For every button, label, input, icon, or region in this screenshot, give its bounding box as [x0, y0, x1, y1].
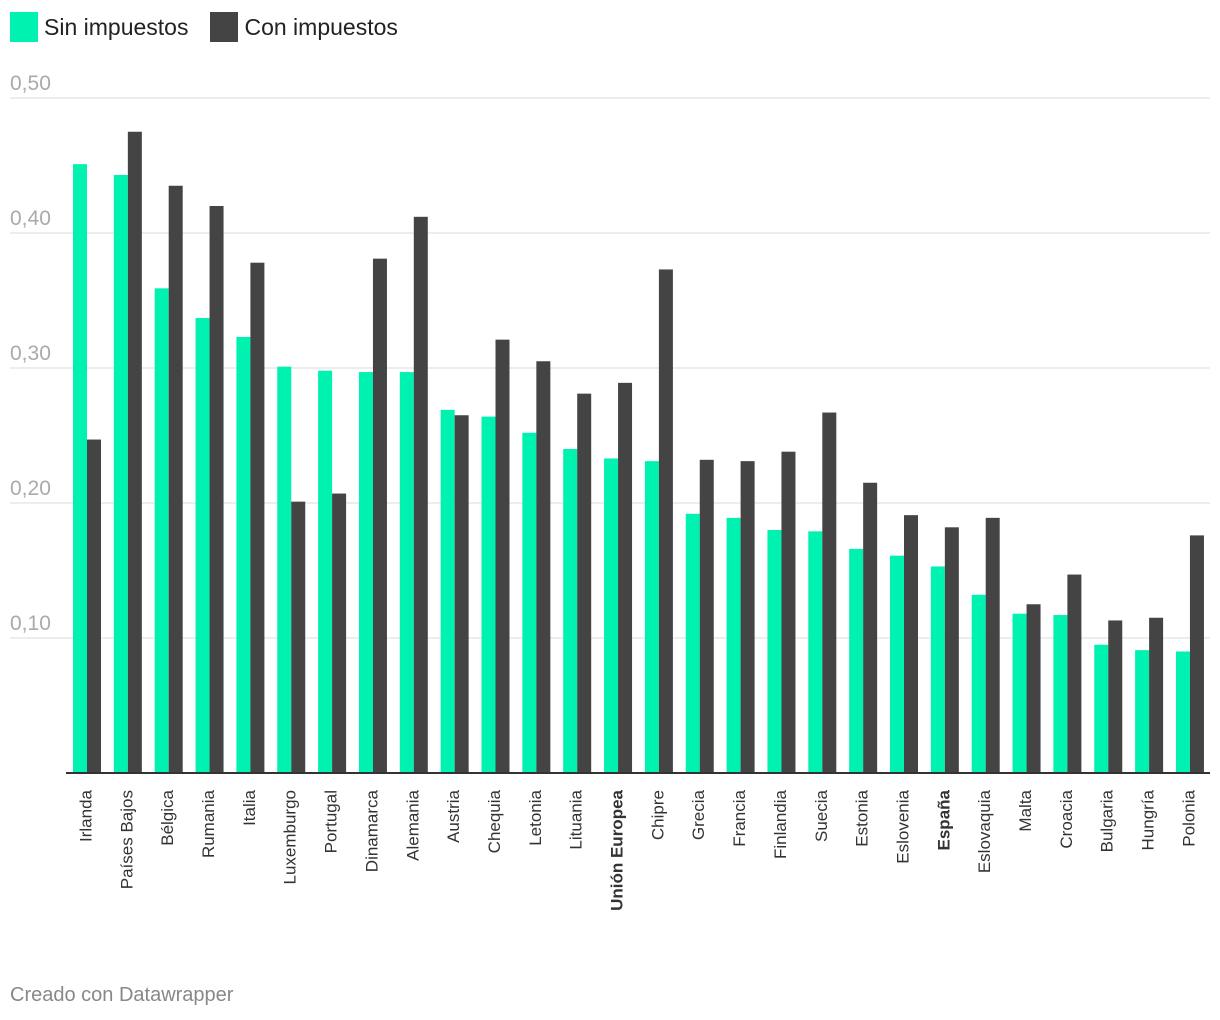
bar-sin-impuestos-chipre: [644, 461, 659, 773]
x-tick-label: Eslovaquia: [975, 789, 994, 873]
x-tick-label: Francia: [730, 789, 749, 846]
bar-con-impuestos-chequia: [495, 339, 510, 773]
bar-sin-impuestos-austria: [440, 409, 455, 773]
legend-label-sin-impuestos: Sin impuestos: [44, 13, 189, 40]
x-tick-label: Dinamarca: [362, 789, 381, 872]
bar-sin-impuestos-croacia: [1053, 615, 1068, 773]
x-tick-label: Finlandia: [771, 789, 790, 859]
bar-sin-impuestos-eslovaquia: [971, 594, 986, 773]
y-tick-label: 0,30: [10, 342, 51, 365]
bar-sin-impuestos-espana: [930, 566, 945, 773]
x-tick-label: Hungría: [1139, 789, 1158, 850]
legend-label-con-impuestos: Con impuestos: [244, 13, 398, 40]
x-tick-label: Chequia: [485, 789, 504, 853]
bar-con-impuestos-hungria: [1149, 617, 1164, 773]
y-tick-label: 0,20: [10, 477, 51, 500]
x-tick-label: Lituania: [567, 789, 586, 849]
bar-con-impuestos-lituania: [577, 393, 592, 773]
bar-sin-impuestos-francia: [726, 517, 741, 773]
x-tick-label: Croacia: [1057, 789, 1076, 848]
bar-con-impuestos-bulgaria: [1108, 620, 1123, 773]
bar-sin-impuestos-dinamarca: [358, 372, 373, 773]
bar-con-impuestos-finlandia: [781, 451, 796, 773]
bar-sin-impuestos-malta: [1012, 613, 1027, 773]
bar-con-impuestos-austria: [454, 415, 469, 773]
y-tick-label: 0,10: [10, 612, 51, 635]
legend: Sin impuestos Con impuestos: [10, 12, 420, 42]
bar-con-impuestos-union-europea: [618, 382, 633, 773]
legend-swatch-con-impuestos: [210, 12, 239, 42]
bar-con-impuestos-portugal: [332, 493, 347, 773]
x-tick-label: Bélgica: [158, 789, 177, 845]
x-tick-label: Irlanda: [76, 789, 95, 842]
bar-sin-impuestos-bulgaria: [1094, 644, 1109, 773]
bar-con-impuestos-eslovenia: [904, 515, 918, 773]
x-tick-label: Malta: [1016, 789, 1035, 831]
bar-sin-impuestos-estonia: [849, 548, 864, 773]
bar-con-impuestos-croacia: [1067, 574, 1082, 773]
bar-sin-impuestos-irlanda: [73, 164, 87, 773]
bar-sin-impuestos-union-europea: [604, 458, 619, 773]
bar-con-impuestos-luxemburgo: [291, 501, 306, 773]
y-tick-label: 0,40: [10, 207, 51, 230]
bar-con-impuestos-rumania: [209, 206, 224, 773]
legend-swatch-sin-impuestos: [10, 12, 38, 42]
x-tick-label: Países Bajos: [117, 790, 136, 889]
bar-con-impuestos-letonia: [536, 361, 551, 773]
x-tick-label: Estonia: [853, 789, 872, 846]
bar-con-impuestos-suecia: [822, 412, 837, 773]
x-tick-label: Austria: [444, 789, 463, 842]
bar-sin-impuestos-grecia: [685, 513, 700, 773]
x-tick-label: Suecia: [812, 789, 831, 842]
bar-sin-impuestos-italia: [236, 336, 251, 773]
bar-sin-impuestos-chequia: [481, 416, 496, 773]
x-tick-label: Unión Europea: [608, 789, 627, 910]
x-tick-label: Chipre: [648, 790, 667, 840]
bar-con-impuestos-malta: [1026, 604, 1041, 773]
bar-con-impuestos-irlanda: [87, 439, 101, 773]
bar-sin-impuestos-alemania: [399, 372, 414, 773]
x-tick-label: Grecia: [689, 789, 708, 840]
x-tick-label: Italia: [240, 789, 259, 825]
bar-con-impuestos-grecia: [699, 459, 714, 773]
bar-sin-impuestos-lituania: [563, 449, 578, 773]
bar-con-impuestos-italia: [250, 262, 265, 773]
bar-sin-impuestos-polonia: [1175, 651, 1190, 773]
legend-item-con-impuestos: Con impuestos: [210, 12, 398, 42]
x-tick-label: Letonia: [526, 789, 545, 845]
bar-con-impuestos-polonia: [1189, 535, 1204, 773]
bar-con-impuestos-eslovaquia: [985, 517, 1000, 773]
bar-con-impuestos-dinamarca: [372, 258, 387, 773]
x-tick-label: Luxemburgo: [281, 790, 300, 885]
x-tick-label: Rumania: [199, 789, 218, 858]
bar-con-impuestos-francia: [740, 461, 755, 773]
bar-con-impuestos-espana: [944, 527, 959, 773]
x-tick-label: España: [934, 789, 953, 850]
bar-sin-impuestos-portugal: [318, 370, 333, 773]
bar-sin-impuestos-luxemburgo: [277, 366, 292, 773]
x-tick-label: Alemania: [403, 789, 422, 860]
legend-item-sin-impuestos: Sin impuestos: [10, 12, 188, 42]
bar-sin-impuestos-finlandia: [767, 530, 782, 773]
bar-sin-impuestos-letonia: [522, 432, 537, 773]
x-tick-label: Bulgaria: [1098, 789, 1117, 852]
bar-con-impuestos-estonia: [863, 482, 878, 773]
bar-sin-impuestos-suecia: [808, 531, 823, 773]
x-tick-label: Polonia: [1179, 789, 1198, 846]
footer-credit: Creado con Datawrapper: [10, 984, 234, 1006]
bar-sin-impuestos-rumania: [195, 318, 210, 773]
bar-sin-impuestos-paises-bajos: [113, 174, 128, 773]
bar-sin-impuestos-eslovenia: [890, 555, 904, 773]
y-tick-label: 0,50: [10, 72, 51, 95]
x-tick-label: Portugal: [322, 790, 341, 853]
bar-sin-impuestos-belgica: [154, 288, 169, 773]
x-tick-label: Eslovenia: [893, 789, 912, 863]
bar-con-impuestos-chipre: [658, 269, 673, 773]
bar-sin-impuestos-hungria: [1135, 650, 1150, 773]
bar-con-impuestos-alemania: [413, 216, 428, 774]
bar-con-impuestos-paises-bajos: [127, 131, 142, 773]
bar-con-impuestos-belgica: [168, 185, 183, 773]
